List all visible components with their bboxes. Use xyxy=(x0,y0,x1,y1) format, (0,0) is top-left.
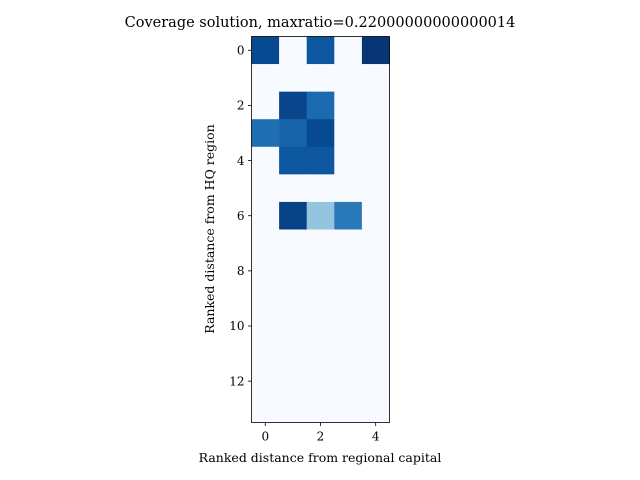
heatmap-cell xyxy=(334,367,363,396)
heatmap-cell xyxy=(251,257,280,285)
heatmap-cell xyxy=(251,367,280,396)
x-axis-ticks: 0 2 4 xyxy=(261,422,380,444)
heatmap-cell xyxy=(334,91,363,120)
heatmap-cell xyxy=(306,367,335,396)
heatmap-cell xyxy=(361,174,390,203)
heatmap-cell xyxy=(279,394,307,423)
heatmap-cell xyxy=(361,339,390,368)
y-tick-label: 2 xyxy=(237,99,245,113)
heatmap-cell xyxy=(251,146,280,175)
heatmap-cell xyxy=(251,229,280,258)
heatmap-cell xyxy=(334,312,363,341)
heatmap-cell xyxy=(279,284,307,313)
x-tick-label: 4 xyxy=(372,430,380,444)
y-tick-label: 6 xyxy=(237,209,245,223)
heatmap-cell xyxy=(279,339,307,368)
heatmap-cell xyxy=(279,119,307,148)
heatmap-cell xyxy=(279,36,307,65)
y-tick-label: 0 xyxy=(237,43,245,57)
x-tick-label: 2 xyxy=(317,430,325,444)
chart-title: Coverage solution, maxratio=0.2200000000… xyxy=(125,15,516,31)
y-axis-ticks: 0 2 4 6 8 10 12 xyxy=(229,43,252,388)
heatmap-cell xyxy=(334,201,363,230)
heatmap-cell xyxy=(279,201,307,230)
heatmap-cell xyxy=(361,312,390,341)
heatmap-cell xyxy=(334,64,363,92)
heatmap-cell xyxy=(361,201,390,230)
heatmap-cell xyxy=(334,284,363,313)
heatmap-cell xyxy=(306,312,335,341)
heatmap-cell xyxy=(279,174,307,203)
heatmap-cell xyxy=(361,284,390,313)
heatmap-cell xyxy=(361,394,390,423)
heatmap-cell xyxy=(251,284,280,313)
heatmap-cell xyxy=(251,339,280,368)
heatmap-cell xyxy=(279,146,307,175)
heatmap-cell xyxy=(361,146,390,175)
heatmap-cell xyxy=(361,119,390,148)
heatmap-cell xyxy=(279,312,307,341)
heatmap-cell xyxy=(334,146,363,175)
heatmap-cell xyxy=(306,174,335,203)
y-axis-label: Ranked distance from HQ region xyxy=(202,124,217,334)
heatmap-cell xyxy=(334,36,363,65)
heatmap-cell xyxy=(334,119,363,148)
heatmap-cell xyxy=(361,36,390,65)
heatmap-cell xyxy=(361,64,390,92)
heatmap-cell xyxy=(306,146,335,175)
heatmap-cell xyxy=(361,367,390,396)
heatmap-cell xyxy=(361,257,390,285)
heatmap-cell xyxy=(251,174,280,203)
heatmap-cell xyxy=(306,284,335,313)
heatmap-cell xyxy=(306,229,335,258)
heatmap-cell xyxy=(334,174,363,203)
heatmap-cell xyxy=(334,394,363,423)
heatmap-cell xyxy=(306,394,335,423)
heatmap-cell xyxy=(361,91,390,120)
heatmap-cell xyxy=(334,339,363,368)
heatmap-cell xyxy=(361,229,390,258)
heatmap-cell xyxy=(306,64,335,92)
x-tick-label: 0 xyxy=(261,430,269,444)
heatmap-cell xyxy=(251,64,280,92)
heatmap-cell xyxy=(251,91,280,120)
heatmap-cell xyxy=(279,257,307,285)
heatmap-cell xyxy=(251,36,280,65)
heatmap-cell xyxy=(334,229,363,258)
heatmap-cell xyxy=(279,64,307,92)
heatmap-cell xyxy=(306,36,335,65)
heatmap-cell xyxy=(306,201,335,230)
y-tick-label: 10 xyxy=(229,319,244,333)
heatmap-cells xyxy=(251,36,390,423)
heatmap-cell xyxy=(251,312,280,341)
heatmap-cell xyxy=(251,119,280,148)
x-axis-label: Ranked distance from regional capital xyxy=(199,450,442,465)
heatmap-cell xyxy=(306,339,335,368)
heatmap-cell xyxy=(251,394,280,423)
heatmap-cell xyxy=(306,257,335,285)
heatmap-cell xyxy=(306,119,335,148)
heatmap-cell xyxy=(334,257,363,285)
heatmap-cell xyxy=(251,201,280,230)
heatmap-cell xyxy=(279,229,307,258)
heatmap-cell xyxy=(306,91,335,120)
y-tick-label: 4 xyxy=(237,154,245,168)
heatmap-cell xyxy=(279,91,307,120)
y-tick-label: 12 xyxy=(229,374,244,388)
y-tick-label: 8 xyxy=(237,264,245,278)
heatmap-cell xyxy=(279,367,307,396)
